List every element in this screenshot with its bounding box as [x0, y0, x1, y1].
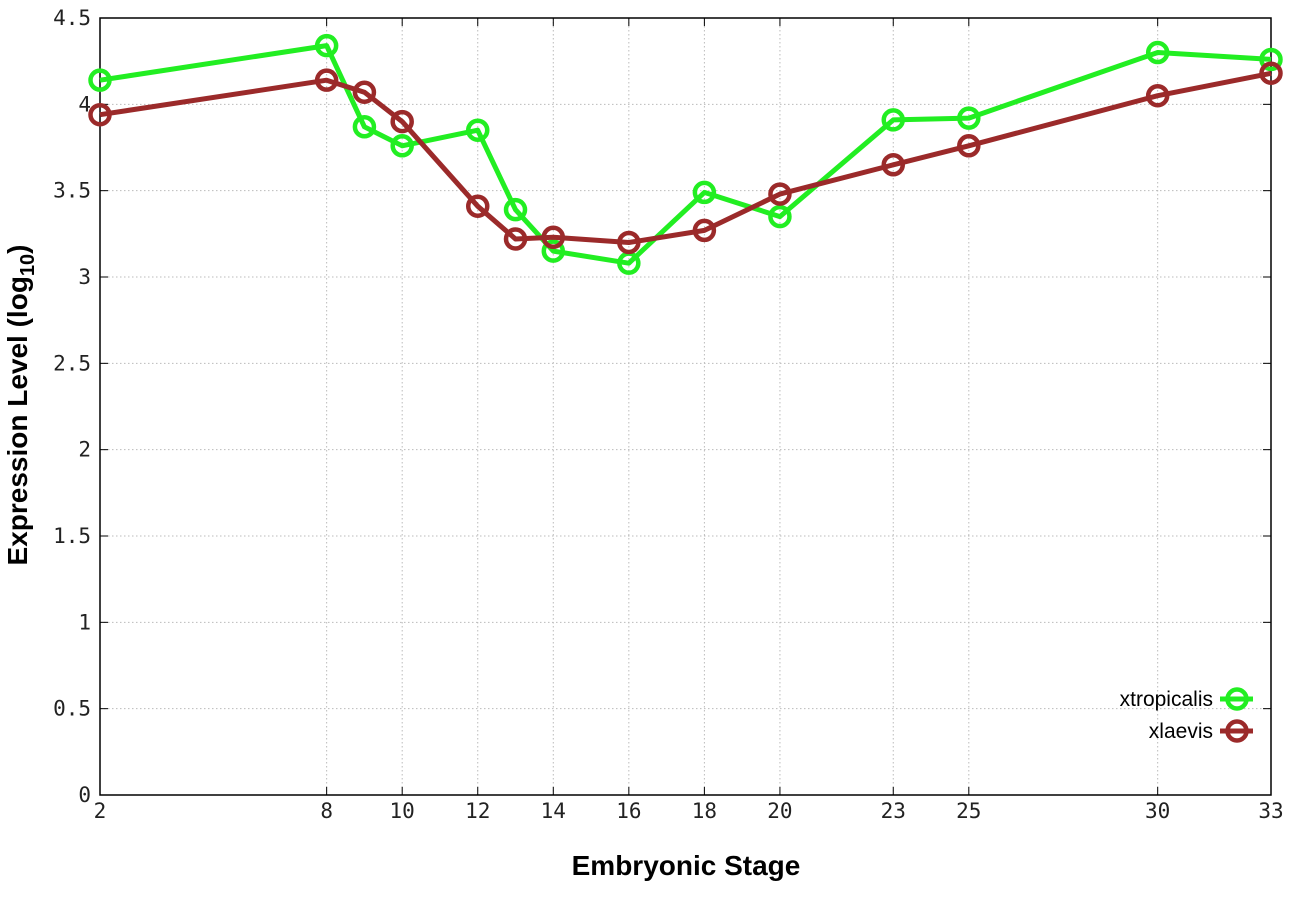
y-tick-label: 1: [78, 610, 91, 634]
grid: [100, 18, 1271, 795]
y-tick-label: 4.5: [53, 6, 91, 30]
data-point-xlaevis: [314, 68, 339, 92]
y-axis-title: Expression Level (log10): [2, 245, 39, 566]
x-tick-label: 8: [320, 799, 333, 823]
y-tick-label: 4: [78, 92, 91, 116]
y-axis-title-close: ): [2, 245, 33, 254]
series-xtropicalis: [88, 33, 1283, 275]
x-tick-label: 30: [1145, 799, 1170, 823]
x-tick-label: 23: [881, 799, 906, 823]
data-point-xlaevis: [768, 182, 792, 206]
legend-label-xtropicalis: xtropicalis: [1120, 688, 1213, 711]
data-point-xlaevis: [352, 80, 377, 104]
series-line-xlaevis: [99, 70, 1272, 245]
data-point-xtropicalis: [314, 33, 339, 58]
x-tick-label: 12: [465, 799, 490, 823]
x-tick-labels: 2 8 10 12 14 16 18 20 23 25 30 33: [94, 799, 1284, 823]
data-point-xlaevis: [881, 153, 906, 177]
data-point-xtropicalis: [881, 108, 906, 132]
x-tick-label: 2: [94, 799, 107, 823]
legend-label-xlaevis: xlaevis: [1149, 720, 1213, 743]
y-tick-label: 1.5: [53, 524, 91, 548]
data-point-xtropicalis: [1145, 40, 1170, 65]
data-point-xtropicalis: [768, 204, 792, 229]
x-tick-label: 25: [956, 799, 981, 823]
y-axis-title-subscript: 10: [17, 254, 39, 276]
y-tick-label: 0: [78, 783, 91, 807]
x-tick-label: 10: [390, 799, 415, 823]
y-tick-label: 3.5: [53, 179, 91, 203]
legend-marker-xtropicalis: [1225, 687, 1249, 711]
x-axis-title: Embryonic Stage: [572, 850, 801, 881]
data-point-xlaevis: [88, 102, 112, 127]
data-point-xlaevis: [390, 109, 414, 134]
y-tick-label: 0.5: [53, 697, 91, 721]
data-point-xtropicalis: [352, 115, 377, 139]
x-tick-label: 18: [692, 799, 717, 823]
data-point-xtropicalis: [465, 118, 490, 142]
x-tick-label: 14: [541, 799, 566, 823]
y-tick-label: 3: [78, 265, 91, 289]
data-point-xtropicalis: [1259, 47, 1283, 72]
series-layer: [88, 33, 1283, 275]
x-tick-label: 16: [616, 799, 641, 823]
plot-frame: [99, 17, 1272, 796]
data-point-xlaevis: [541, 225, 566, 250]
data-point-xtropicalis: [957, 106, 981, 130]
x-tick-label: 20: [767, 799, 792, 823]
data-point-xtropicalis: [541, 239, 566, 263]
y-tick-label: 2.5: [53, 351, 91, 375]
series-line-xtropicalis: [99, 43, 1272, 266]
legend: xtropicalis xlaevis: [1120, 687, 1253, 743]
data-point-xlaevis: [465, 194, 490, 218]
data-point-xlaevis: [692, 218, 717, 243]
x-tick-label: 33: [1258, 799, 1283, 823]
y-tick-labels: 0 0.5 1 1.5 2 2.5 3 3.5 4 4.5: [53, 6, 91, 807]
data-point-xlaevis: [617, 230, 641, 255]
data-point-xtropicalis: [88, 68, 112, 92]
data-point-xtropicalis: [503, 197, 528, 222]
series-xlaevis: [88, 61, 1283, 255]
data-point-xtropicalis: [692, 180, 717, 205]
legend-entry-xlaevis: xlaevis: [1149, 719, 1253, 743]
data-point-xlaevis: [1145, 83, 1170, 108]
data-point-xlaevis: [1259, 61, 1283, 86]
axis-ticks: [99, 17, 1272, 796]
legend-marker-xlaevis: [1225, 719, 1249, 743]
data-point-xlaevis: [503, 227, 528, 251]
data-point-xtropicalis: [390, 134, 414, 158]
y-tick-label: 2: [78, 438, 91, 462]
y-axis-title-main: Expression Level (log: [2, 276, 33, 565]
legend-entry-xtropicalis: xtropicalis: [1120, 687, 1253, 711]
data-point-xlaevis: [957, 134, 981, 158]
